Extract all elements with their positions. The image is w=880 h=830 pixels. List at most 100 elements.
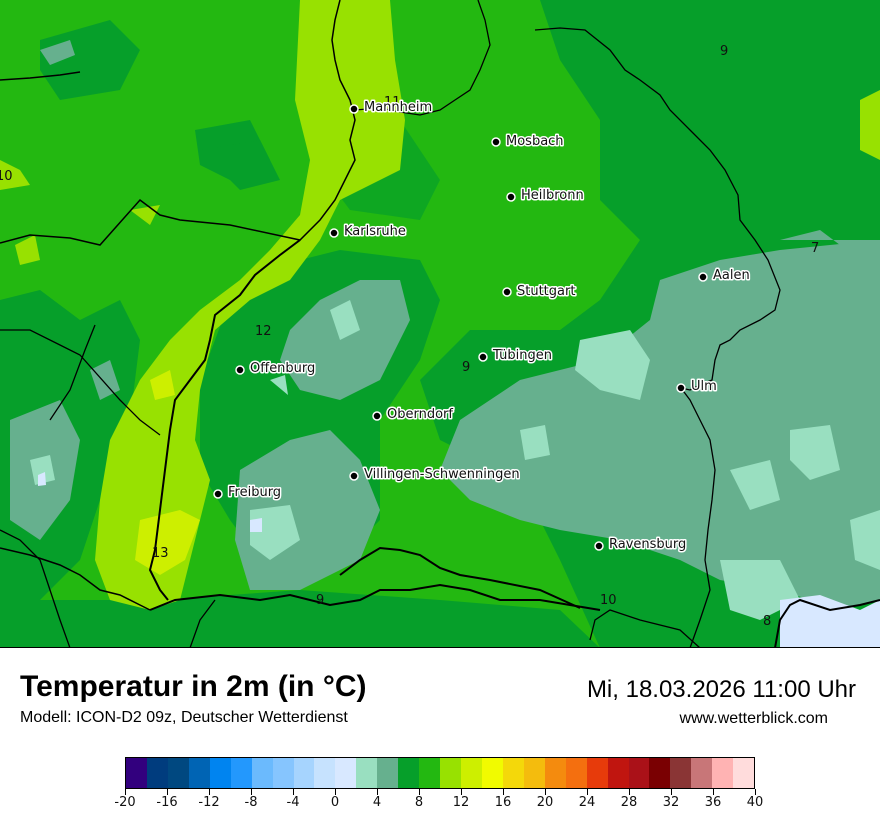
city-ravensburg[interactable]: Ravensburg [594, 536, 688, 554]
colorbar-tick-label: -12 [198, 795, 220, 810]
colorbar-bin [188, 758, 210, 788]
colorbar-tick [670, 789, 672, 795]
website-link[interactable]: www.wetterblick.com [679, 710, 828, 727]
city-mannheim[interactable]: Mannheim [349, 99, 434, 117]
colorbar-tick [586, 789, 588, 795]
colorbar-bin [126, 758, 147, 788]
chart-title: Temperatur in 2m (in °C) [20, 670, 367, 703]
map-canvas: 9 11 10 7 12 9 13 9 10 8 Mannheim Mosbac… [0, 0, 880, 647]
colorbar-bin [649, 758, 671, 788]
colorbar-bin [335, 758, 357, 788]
city-label: Heilbronn [521, 188, 584, 203]
colorbar-bin [146, 758, 168, 788]
colorbar-tick [502, 789, 504, 795]
city-dot-icon [502, 287, 512, 297]
colorbar-bin [398, 758, 420, 788]
city-label: Villingen-Schwenningen [364, 467, 520, 482]
contour-label: 11 [384, 95, 401, 110]
colorbar-tick-label: 20 [536, 795, 554, 810]
colorbar-bin [670, 758, 692, 788]
colorbar-bin [481, 758, 503, 788]
colorbar-tick-label: 8 [414, 795, 424, 810]
city-mosbach[interactable]: Mosbach [491, 133, 565, 151]
city-label: Offenburg [250, 361, 315, 376]
city-dot-icon [698, 272, 708, 282]
contour-label: 9 [462, 360, 470, 375]
city-offenburg[interactable]: Offenburg [235, 360, 317, 378]
contour-label: 10 [0, 169, 13, 184]
temp-field-12-14 [135, 370, 200, 575]
contour-label: 8 [763, 614, 771, 629]
colorbar-tick-label: -8 [244, 795, 258, 810]
city-dot-icon [213, 489, 223, 499]
city-label: Aalen [713, 268, 750, 283]
city-dot-icon [594, 541, 604, 551]
city-dot-icon [329, 228, 339, 238]
colorbar-bin [356, 758, 378, 788]
colorbar-tick [754, 789, 756, 795]
city-villingen-schwenningen[interactable]: Villingen-Schwenningen [349, 466, 521, 484]
city-label: Mannheim [364, 100, 432, 115]
colorbar-tick-label: 32 [662, 795, 680, 810]
city-dot-icon [478, 352, 488, 362]
contour-label: 9 [316, 593, 324, 608]
contour-label: 9 [720, 44, 728, 59]
colorbar-tick-label: 16 [494, 795, 512, 810]
colorbar-bin [523, 758, 545, 788]
colorbar-bin [544, 758, 566, 788]
colorbar-tick-label: 4 [372, 795, 382, 810]
colorbar [125, 757, 755, 789]
city-freiburg[interactable]: Freiburg [213, 484, 283, 502]
city-dot-icon [349, 104, 359, 114]
colorbar-tick [712, 789, 714, 795]
colorbar-tick [460, 789, 462, 795]
admin-borders [0, 0, 880, 647]
colorbar-tick [208, 789, 210, 795]
city-stuttgart[interactable]: Stuttgart [502, 283, 577, 301]
colorbar-bin [502, 758, 524, 788]
temperature-map: 9 11 10 7 12 9 13 9 10 8 Mannheim Mosbac… [0, 0, 880, 648]
valid-datetime: Mi, 18.03.2026 11:00 Uhr [586, 676, 856, 703]
colorbar-tick-label: 40 [746, 795, 764, 810]
colorbar-bin [209, 758, 231, 788]
city-dot-icon [491, 137, 501, 147]
city-dot-icon [349, 471, 359, 481]
city-label: Stuttgart [517, 284, 575, 299]
city-dot-icon [676, 383, 686, 393]
colorbar-tick [166, 789, 168, 795]
colorbar-tick-label: 0 [330, 795, 340, 810]
colorbar-tick-label: 28 [620, 795, 638, 810]
contour-labels: 9 11 10 7 12 9 13 9 10 8 [0, 44, 819, 629]
colorbar-bin [440, 758, 461, 788]
city-dot-icon [372, 411, 382, 421]
colorbar-bin [272, 758, 294, 788]
colorbar-bin [586, 758, 608, 788]
colorbar-tick-label: -4 [286, 795, 300, 810]
city-label: Mosbach [506, 134, 564, 149]
colorbar-tick [250, 789, 252, 795]
contour-label: 13 [152, 546, 169, 561]
colorbar-tick-label: -20 [114, 795, 136, 810]
city-karlsruhe[interactable]: Karlsruhe [329, 223, 407, 241]
temp-field-0-2 [38, 472, 880, 647]
colorbar-bin [691, 758, 713, 788]
colorbar-tick [544, 789, 546, 795]
colorbar-tick [334, 789, 336, 795]
city-label: Tübingen [492, 348, 552, 363]
city-heilbronn[interactable]: Heilbronn [506, 187, 585, 205]
contour-label: 7 [811, 241, 819, 256]
city-ulm[interactable]: Ulm [676, 378, 718, 396]
colorbar-tick [292, 789, 294, 795]
colorbar-tick [628, 789, 630, 795]
colorbar-tick-label: -16 [156, 795, 178, 810]
colorbar-bin [628, 758, 650, 788]
colorbar-tick-label: 12 [452, 795, 470, 810]
city-oberndorf[interactable]: Oberndorf [372, 406, 455, 424]
contour-label: 10 [600, 593, 617, 608]
city-aalen[interactable]: Aalen [698, 267, 751, 285]
colorbar-tick-label: 36 [704, 795, 722, 810]
colorbar-ticks: -20 -16 -12 -8 -4 0 4 8 12 16 20 24 28 32 36 40 [114, 789, 763, 819]
city-markers: Mannheim Mosbach Heilbronn Karlsruhe Aal… [213, 99, 751, 554]
city-tuebingen[interactable]: Tübingen [478, 347, 554, 365]
colorbar-tick [376, 789, 378, 795]
